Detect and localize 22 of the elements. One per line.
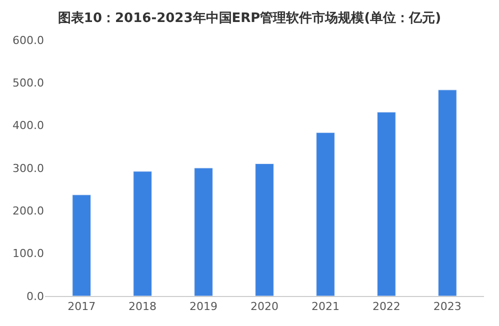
bar — [316, 132, 335, 296]
y-tick-label: 0.0 — [26, 290, 44, 303]
x-tick-label: 2021 — [311, 300, 340, 314]
y-tick-label: 300.0 — [12, 162, 44, 175]
bar — [377, 112, 396, 296]
y-tick-label: 400.0 — [12, 119, 44, 132]
bar — [72, 194, 91, 296]
y-tick-label: 600.0 — [12, 34, 44, 47]
y-tick-label: 500.0 — [12, 76, 44, 90]
x-tick-label: 2023 — [433, 300, 462, 314]
x-tick-label: 2022 — [372, 300, 400, 314]
x-tick-label: 2020 — [250, 300, 278, 314]
bar — [133, 171, 152, 296]
chart-title: 图表10：2016-2023年中国ERP管理软件市场规模(单位：亿元) — [58, 10, 442, 26]
x-tick-label: 2019 — [190, 300, 218, 314]
x-tick-label: 2018 — [128, 300, 157, 314]
bar — [194, 168, 213, 296]
x-tick-label: 2017 — [68, 300, 96, 314]
bar — [255, 163, 274, 296]
bar — [438, 90, 457, 296]
y-tick-label: 200.0 — [12, 204, 44, 218]
y-tick-label: 100.0 — [12, 247, 44, 260]
